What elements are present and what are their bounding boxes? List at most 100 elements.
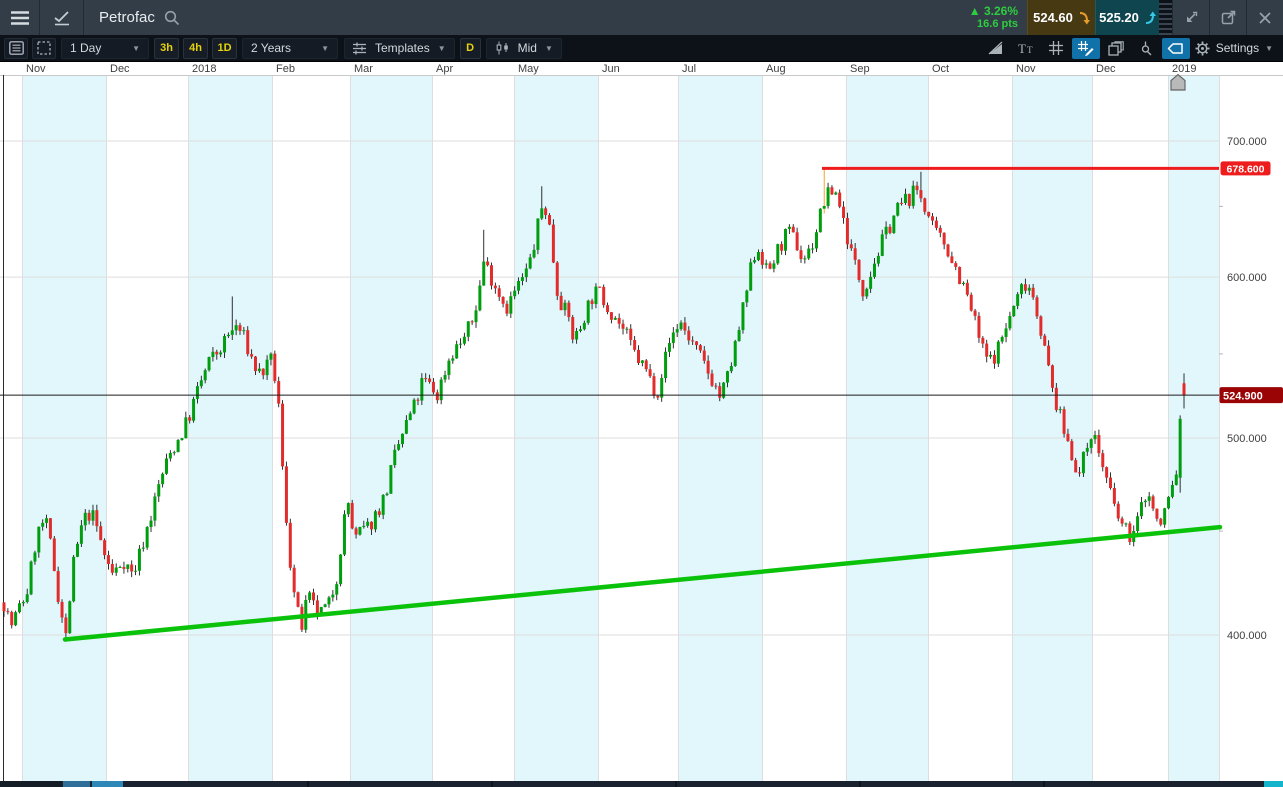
sell-arrow-down-icon	[1079, 11, 1090, 24]
product-title-area: Petrofac	[84, 0, 180, 35]
sell-price: 524.60	[1033, 10, 1073, 25]
navigator-segment	[0, 781, 62, 787]
annotate-grid-tool-button[interactable]	[1071, 37, 1100, 59]
svg-text:Jun: Jun	[602, 63, 620, 75]
buy-price-button[interactable]: 525.20	[1095, 0, 1159, 35]
range-dropdown[interactable]: 2 Years ▼	[242, 37, 338, 59]
navigator-divider	[675, 781, 677, 787]
svg-text:2019: 2019	[1172, 63, 1196, 75]
templates-label: Templates	[375, 41, 430, 55]
svg-text:678.600: 678.600	[1227, 163, 1265, 175]
gear-icon	[1195, 41, 1210, 55]
pin-tool-button[interactable]	[1132, 38, 1160, 59]
collapse-button[interactable]	[1172, 0, 1209, 35]
svg-text:Dec: Dec	[1096, 63, 1116, 75]
price-type-dropdown[interactable]: Mid ▼	[485, 37, 562, 59]
callout-tool-button[interactable]	[1161, 37, 1190, 59]
annotation-marker[interactable]	[1170, 73, 1186, 91]
pin-icon	[1141, 41, 1152, 55]
quick-period-1d-button[interactable]: 1D	[212, 37, 237, 59]
svg-text:Feb: Feb	[276, 63, 295, 75]
buy-arrow-up-icon	[1145, 11, 1156, 24]
navigator-divider	[859, 781, 861, 787]
price-type-value: Mid	[517, 41, 537, 55]
topbar-spacer	[180, 0, 969, 35]
change-percent: ▲ 3.26%	[968, 3, 1018, 18]
grid-tool-button[interactable]	[1042, 38, 1070, 59]
templates-dropdown[interactable]: Templates ▼	[344, 37, 455, 59]
text-tool-icon: T T	[1018, 41, 1033, 55]
svg-text:May: May	[518, 63, 539, 75]
svg-text:T: T	[1018, 41, 1026, 55]
windows-stack-button[interactable]	[1102, 38, 1130, 59]
navigator-divider	[1043, 781, 1045, 787]
top-bar: Petrofac ▲ 3.26% 16.6 pts 524.60 525.20	[0, 0, 1283, 35]
line-chart-icon	[53, 10, 69, 25]
product-title: Petrofac	[99, 9, 155, 26]
drag-grip[interactable]	[1159, 0, 1172, 35]
quick-period-4h-button[interactable]: 4h	[183, 37, 208, 59]
chevron-down-icon: ▼	[544, 43, 553, 53]
grid-icon	[1048, 41, 1063, 55]
sell-price-button[interactable]: 524.60	[1027, 0, 1095, 35]
hamburger-icon	[10, 10, 29, 25]
watchlist-button[interactable]	[4, 37, 28, 59]
svg-text:Oct: Oct	[932, 63, 949, 75]
svg-text:Aug: Aug	[766, 63, 786, 75]
chart-canvas[interactable]: Nov Dec 2018 Feb Mar Apr May Jun Jul Aug Sep Oct Nov…	[0, 62, 1283, 781]
chevron-down-icon: ▼	[321, 43, 329, 53]
period-dropdown[interactable]: 1 Day ▼	[61, 37, 149, 59]
grid-pencil-icon	[1077, 40, 1094, 56]
svg-text:524.900: 524.900	[1223, 391, 1263, 403]
svg-text:2018: 2018	[192, 63, 216, 75]
svg-text:T: T	[1027, 45, 1033, 55]
svg-text:Jul: Jul	[682, 63, 696, 75]
svg-text:Apr: Apr	[436, 63, 453, 75]
chevron-down-icon: ▼	[1265, 43, 1273, 53]
up-triangle-icon: ▲	[968, 3, 981, 18]
settings-label: Settings	[1215, 41, 1260, 55]
svg-text:Mar: Mar	[354, 63, 373, 75]
navigator-segment-blue	[92, 781, 123, 787]
chart-module-button[interactable]	[40, 0, 84, 35]
chart-toolbar: 1 Day ▼ 3h 4h 1D 2 Years ▼ Templates ▼ D	[0, 35, 1283, 62]
chart-area: Nov Dec 2018 Feb Mar Apr May Jun Jul Aug Sep Oct Nov…	[0, 62, 1283, 781]
stacked-windows-icon	[1108, 40, 1124, 56]
candlestick-icon	[496, 41, 508, 55]
menu-button[interactable]	[0, 0, 40, 35]
sliders-icon	[353, 42, 366, 54]
navigator-divider	[491, 781, 493, 787]
collapse-icon	[1187, 11, 1198, 22]
svg-text:500.000: 500.000	[1227, 433, 1267, 445]
list-icon	[8, 41, 24, 55]
navigator-divider	[307, 781, 309, 787]
timeline-navigator[interactable]	[0, 781, 1283, 787]
dashed-grid-icon	[37, 41, 51, 55]
navigator-segment-blue	[63, 781, 90, 787]
chevron-down-icon: ▼	[437, 43, 446, 53]
range-value: 2 Years	[251, 41, 292, 55]
chevron-down-icon: ▼	[132, 43, 140, 53]
svg-text:Dec: Dec	[110, 63, 130, 75]
buy-price: 525.20	[1099, 10, 1139, 25]
popout-button[interactable]	[1209, 0, 1246, 35]
settings-dropdown[interactable]: Settings ▼	[1191, 41, 1283, 56]
search-icon[interactable]	[164, 10, 180, 26]
interval-badge-button[interactable]: D	[459, 37, 481, 59]
svg-text:700.000: 700.000	[1227, 136, 1267, 148]
trend-area-tool-button[interactable]	[982, 38, 1010, 59]
ramp-icon	[988, 41, 1003, 55]
popout-icon	[1221, 10, 1235, 25]
price-change-block: ▲ 3.26% 16.6 pts	[968, 3, 1027, 31]
layout-grid-button[interactable]	[32, 37, 56, 59]
close-button[interactable]	[1246, 0, 1283, 35]
navigator-current-segment	[1264, 781, 1283, 787]
svg-text:Nov: Nov	[1016, 63, 1036, 75]
quick-period-3h-button[interactable]: 3h	[154, 37, 179, 59]
period-value: 1 Day	[70, 41, 102, 55]
svg-text:400.000: 400.000	[1227, 630, 1267, 642]
close-icon	[1259, 11, 1271, 24]
change-points: 16.6 pts	[977, 17, 1018, 30]
text-tool-button[interactable]: T T	[1012, 38, 1040, 59]
